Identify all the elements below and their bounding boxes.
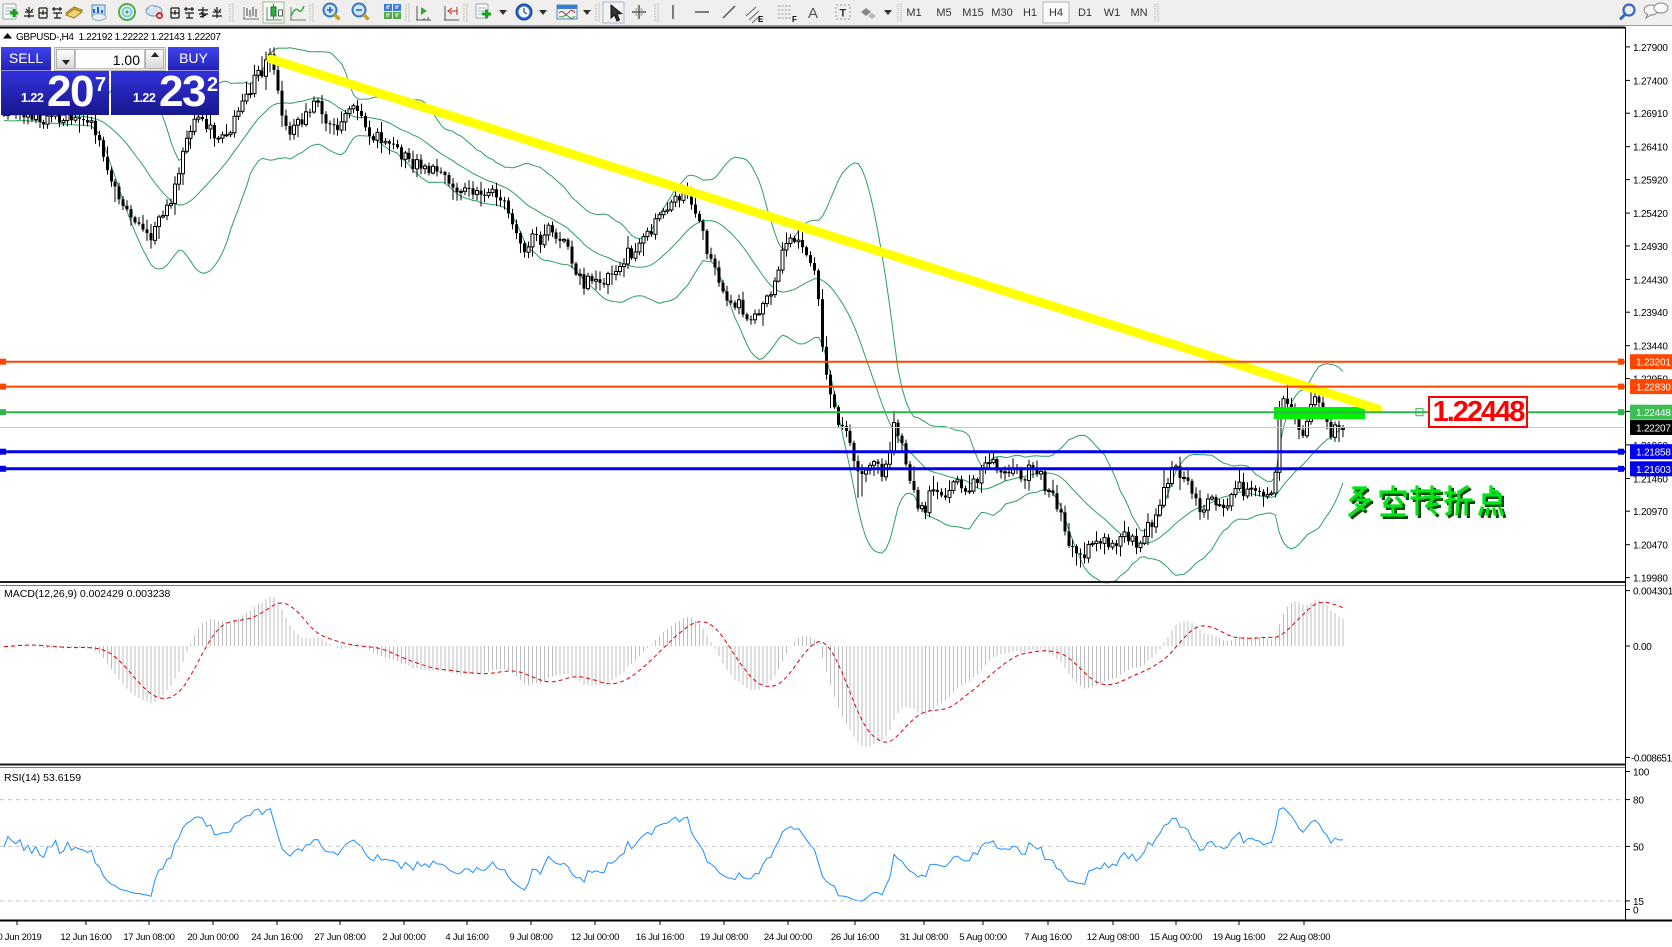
svg-text:19 Jul 08:00: 19 Jul 08:00	[700, 932, 748, 943]
svg-text:19 Aug 16:00: 19 Aug 16:00	[1213, 932, 1265, 943]
svg-text:T: T	[840, 8, 847, 20]
svg-text:12 Jun 16:00: 12 Jun 16:00	[60, 932, 111, 943]
svg-text:12 Aug 08:00: 12 Aug 08:00	[1087, 932, 1139, 943]
svg-text:H4: H4	[1049, 7, 1063, 19]
svg-text:1.27900: 1.27900	[1633, 43, 1668, 54]
svg-text:1.21603: 1.21603	[1636, 465, 1671, 476]
svg-text:0: 0	[1633, 906, 1639, 917]
svg-text:GBPUSD-,H4 1.22192 1.22222 1.: GBPUSD-,H4 1.22192 1.22222 1.22143 1.222…	[16, 32, 221, 43]
svg-text:24 Jul 00:00: 24 Jul 00:00	[764, 932, 812, 943]
svg-text:M15: M15	[962, 7, 983, 19]
svg-text:1.27400: 1.27400	[1633, 76, 1668, 87]
svg-text:1.25420: 1.25420	[1633, 209, 1668, 220]
svg-text:1.25920: 1.25920	[1633, 176, 1668, 187]
svg-text:1.22448: 1.22448	[1636, 408, 1671, 419]
svg-text:27 Jun 08:00: 27 Jun 08:00	[314, 932, 365, 943]
svg-text:1.26410: 1.26410	[1633, 143, 1668, 154]
svg-text:-0.008651: -0.008651	[1631, 753, 1672, 764]
svg-text:W1: W1	[1104, 7, 1121, 19]
svg-text:0.004301: 0.004301	[1633, 587, 1672, 598]
svg-text:15 Aug 00:00: 15 Aug 00:00	[1150, 932, 1202, 943]
svg-text:31 Jul 08:00: 31 Jul 08:00	[900, 932, 948, 943]
svg-text:M5: M5	[936, 7, 951, 19]
svg-text:80: 80	[1633, 796, 1644, 807]
svg-text:50: 50	[1633, 842, 1644, 853]
svg-text:22 Aug 08:00: 22 Aug 08:00	[1278, 932, 1330, 943]
svg-text:16 Jul 16:00: 16 Jul 16:00	[636, 932, 684, 943]
svg-text:M1: M1	[906, 7, 921, 19]
svg-text:1.21858: 1.21858	[1636, 448, 1671, 459]
svg-text:F: F	[792, 15, 797, 24]
svg-text:4 Jul 16:00: 4 Jul 16:00	[445, 932, 488, 943]
svg-text:M30: M30	[991, 7, 1012, 19]
svg-text:100: 100	[1633, 768, 1650, 779]
svg-text:1.20970: 1.20970	[1633, 507, 1668, 518]
svg-text:RSI(14) 53.6159: RSI(14) 53.6159	[4, 772, 81, 784]
svg-text:1.24430: 1.24430	[1633, 275, 1668, 286]
svg-text:10 Jun 2019: 10 Jun 2019	[0, 932, 42, 943]
svg-text:12 Jul 00:00: 12 Jul 00:00	[571, 932, 619, 943]
svg-text:1.26910: 1.26910	[1633, 109, 1668, 120]
svg-text:24 Jun 16:00: 24 Jun 16:00	[251, 932, 302, 943]
svg-text:1.20470: 1.20470	[1633, 541, 1668, 552]
svg-text:1.23940: 1.23940	[1633, 308, 1668, 319]
svg-text:A: A	[808, 5, 818, 22]
svg-text:26 Jul 16:00: 26 Jul 16:00	[831, 932, 879, 943]
svg-text:2 Jul 00:00: 2 Jul 00:00	[382, 932, 425, 943]
svg-text:1.22207: 1.22207	[1636, 424, 1671, 435]
svg-text:MACD(12,26,9) 0.002429 0.00323: MACD(12,26,9) 0.002429 0.003238	[4, 588, 171, 600]
svg-text:1.23201: 1.23201	[1636, 358, 1671, 369]
svg-text:1.19980: 1.19980	[1633, 574, 1668, 585]
svg-text:MN: MN	[1130, 7, 1147, 19]
svg-text:0.00: 0.00	[1633, 642, 1652, 653]
svg-text:1.24930: 1.24930	[1633, 242, 1668, 253]
svg-text:D1: D1	[1078, 7, 1092, 19]
svg-text:1.22830: 1.22830	[1636, 383, 1671, 394]
svg-text:E: E	[758, 15, 764, 24]
svg-text:9 Jul 08:00: 9 Jul 08:00	[509, 932, 552, 943]
svg-text:1.23440: 1.23440	[1633, 342, 1668, 353]
svg-text:7 Aug 16:00: 7 Aug 16:00	[1024, 932, 1071, 943]
svg-text:17 Jun 08:00: 17 Jun 08:00	[123, 932, 174, 943]
svg-text:5 Aug 00:00: 5 Aug 00:00	[959, 932, 1006, 943]
svg-text:H1: H1	[1023, 7, 1037, 19]
svg-text:20 Jun 00:00: 20 Jun 00:00	[187, 932, 238, 943]
svg-text:1.21460: 1.21460	[1633, 474, 1668, 485]
svg-text:15: 15	[1633, 897, 1644, 908]
